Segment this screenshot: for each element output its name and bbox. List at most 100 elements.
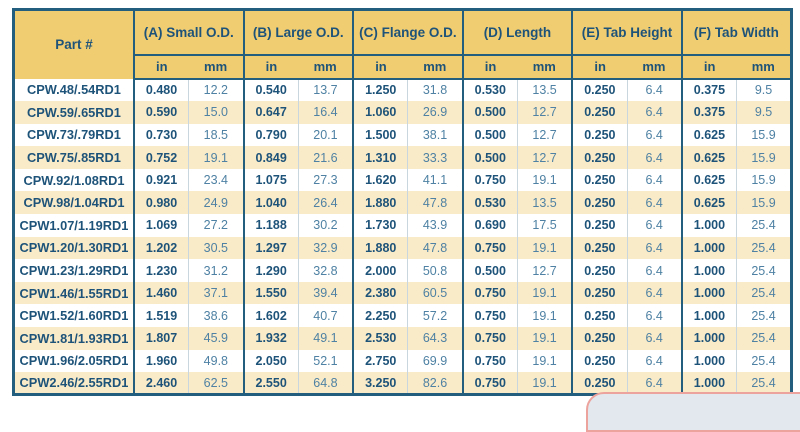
value-mm-cell: 27.2 xyxy=(188,214,244,237)
value-mm-cell: 41.1 xyxy=(407,168,463,192)
value-in-cell: 0.625 xyxy=(680,123,737,147)
value-mm-cell: 12.2 xyxy=(188,78,244,102)
column-header-group-e: (E) Tab Height xyxy=(571,9,682,55)
unit-header-mm-a: mm xyxy=(188,53,244,80)
value-mm-cell: 6.4 xyxy=(626,214,682,237)
value-mm-cell: 32.8 xyxy=(297,259,354,282)
value-mm-cell: 21.6 xyxy=(297,146,354,169)
value-in-cell: 1.500 xyxy=(352,123,408,147)
value-mm-cell: 26.4 xyxy=(297,191,354,215)
value-mm-cell: 40.7 xyxy=(297,304,354,328)
header-row-units: in mm in mm in mm in mm in mm in mm xyxy=(14,53,792,80)
part-number-cell: CPW1.52/1.60RD1 xyxy=(13,304,135,328)
value-in-cell: 0.625 xyxy=(680,146,737,169)
part-number-cell: CPW1.96/2.05RD1 xyxy=(13,349,135,373)
value-mm-cell: 16.4 xyxy=(297,101,354,124)
value-mm-cell: 47.8 xyxy=(407,236,463,260)
value-in-cell: 1.310 xyxy=(352,146,408,169)
value-mm-cell: 62.5 xyxy=(188,372,244,395)
value-in-cell: 1.250 xyxy=(352,78,408,102)
part-number-cell: CPW.48/.54RD1 xyxy=(13,78,135,102)
value-mm-cell: 49.1 xyxy=(297,327,354,350)
value-mm-cell: 6.4 xyxy=(626,146,682,169)
value-in-cell: 0.849 xyxy=(242,146,299,169)
table-row: CPW.73/.79RD1 0.730 18.5 0.790 20.1 1.500 38.1… xyxy=(13,123,792,147)
value-in-cell: 0.750 xyxy=(461,349,518,373)
value-in-cell: 2.550 xyxy=(242,372,299,395)
value-in-cell: 0.540 xyxy=(242,78,299,102)
value-in-cell: 0.530 xyxy=(461,191,518,215)
value-in-cell: 2.000 xyxy=(352,259,408,282)
unit-header-mm-f: mm xyxy=(736,53,792,80)
value-in-cell: 1.075 xyxy=(242,168,299,192)
value-in-cell: 0.500 xyxy=(461,101,518,124)
value-mm-cell: 6.4 xyxy=(626,236,682,260)
spec-table: Part # (A) Small O.D. (B) Large O.D. (C) Fl… xyxy=(12,8,793,397)
value-mm-cell: 13.5 xyxy=(516,191,573,215)
value-mm-cell: 19.1 xyxy=(516,168,573,192)
value-in-cell: 1.000 xyxy=(680,372,737,395)
table-row: CPW1.23/1.29RD1 1.230 31.2 1.290 32.8 2.000 50… xyxy=(13,259,792,282)
value-in-cell: 0.750 xyxy=(461,168,518,192)
unit-header-in-f: in xyxy=(680,53,737,80)
value-mm-cell: 15.9 xyxy=(736,191,792,215)
value-in-cell: 0.375 xyxy=(680,101,737,124)
unit-header-in-b: in xyxy=(242,53,299,80)
value-mm-cell: 6.4 xyxy=(626,304,682,328)
value-in-cell: 0.750 xyxy=(461,236,518,260)
value-in-cell: 1.297 xyxy=(242,236,299,260)
value-in-cell: 0.250 xyxy=(571,191,627,215)
value-in-cell: 0.980 xyxy=(132,191,189,215)
value-in-cell: 1.040 xyxy=(242,191,299,215)
value-in-cell: 0.500 xyxy=(461,146,518,169)
value-in-cell: 0.500 xyxy=(461,123,518,147)
value-mm-cell: 31.8 xyxy=(407,78,463,102)
value-mm-cell: 19.1 xyxy=(188,146,244,169)
value-in-cell: 1.000 xyxy=(680,281,737,305)
value-in-cell: 0.647 xyxy=(242,101,299,124)
value-mm-cell: 25.4 xyxy=(736,327,792,350)
value-in-cell: 1.880 xyxy=(352,236,408,260)
value-mm-cell: 33.3 xyxy=(407,146,463,169)
value-in-cell: 1.000 xyxy=(680,259,737,282)
unit-header-mm-b: mm xyxy=(298,53,354,80)
value-in-cell: 2.460 xyxy=(132,372,189,395)
value-in-cell: 0.750 xyxy=(461,372,518,395)
unit-header-in-e: in xyxy=(571,53,627,80)
value-in-cell: 1.550 xyxy=(242,281,299,305)
value-in-cell: 1.807 xyxy=(132,327,189,350)
value-mm-cell: 9.5 xyxy=(736,78,792,102)
value-in-cell: 0.375 xyxy=(680,78,737,102)
value-mm-cell: 30.2 xyxy=(297,214,354,237)
value-in-cell: 1.188 xyxy=(242,214,299,237)
value-mm-cell: 19.1 xyxy=(516,304,573,328)
value-mm-cell: 49.8 xyxy=(188,349,244,373)
table-row: CPW.92/1.08RD1 0.921 23.4 1.075 27.3 1.620 41.… xyxy=(13,168,792,192)
value-in-cell: 0.250 xyxy=(571,146,627,169)
value-mm-cell: 57.2 xyxy=(407,304,463,328)
value-in-cell: 0.625 xyxy=(680,168,737,192)
value-mm-cell: 69.9 xyxy=(407,349,463,373)
value-in-cell: 2.530 xyxy=(352,327,408,350)
value-mm-cell: 6.4 xyxy=(626,101,682,124)
value-mm-cell: 20.1 xyxy=(297,123,354,147)
value-in-cell: 2.050 xyxy=(242,349,299,373)
value-mm-cell: 12.7 xyxy=(516,123,573,147)
table-row: CPW.48/.54RD1 0.480 12.2 0.540 13.7 1.250 31.8… xyxy=(13,78,792,102)
partial-rounded-tab xyxy=(586,392,800,432)
header-row-groups: Part # (A) Small O.D. (B) Large O.D. (C) Fl… xyxy=(13,9,792,79)
value-mm-cell: 6.4 xyxy=(626,78,682,102)
value-mm-cell: 15.0 xyxy=(188,101,244,124)
unit-header-in-d: in xyxy=(461,53,518,80)
value-mm-cell: 6.4 xyxy=(626,259,682,282)
value-mm-cell: 17.5 xyxy=(516,214,573,237)
value-in-cell: 2.750 xyxy=(352,349,408,373)
value-in-cell: 1.060 xyxy=(352,101,408,124)
value-in-cell: 0.921 xyxy=(132,168,189,192)
value-mm-cell: 19.1 xyxy=(516,327,573,350)
table-row: CPW.75/.85RD1 0.752 19.1 0.849 21.6 1.310 33.3… xyxy=(13,146,792,169)
value-mm-cell: 12.7 xyxy=(516,146,573,169)
value-in-cell: 0.250 xyxy=(571,349,627,373)
value-in-cell: 0.250 xyxy=(571,214,627,237)
column-header-part: Part # xyxy=(13,9,135,79)
